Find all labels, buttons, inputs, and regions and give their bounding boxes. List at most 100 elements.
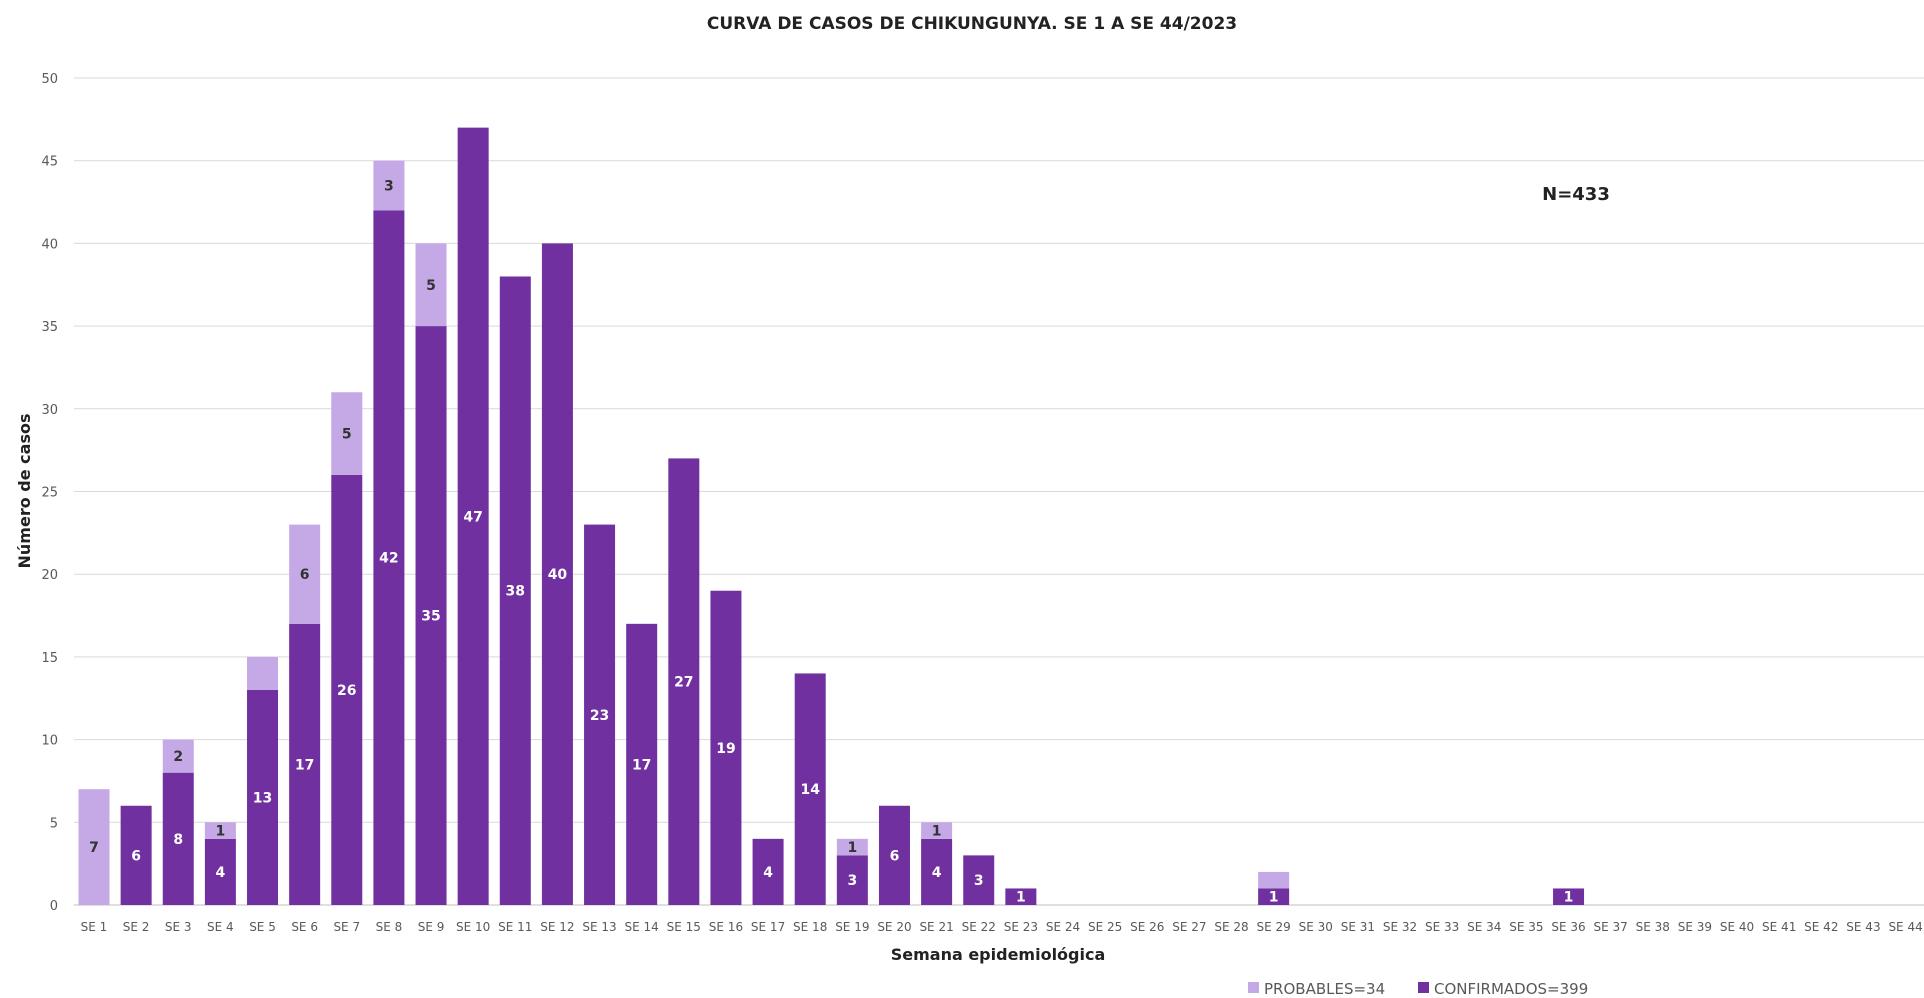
x-tick-label: SE 28	[1214, 920, 1248, 934]
x-tick-label: SE 7	[333, 920, 360, 934]
x-tick-label: SE 38	[1636, 920, 1670, 934]
data-label-probables: 2	[173, 749, 183, 765]
data-label-confirmados: 4	[763, 865, 773, 881]
data-label-confirmados: 17	[632, 757, 651, 773]
bar-probables	[836, 838, 868, 856]
bar-confirmados	[204, 838, 236, 905]
data-label-confirmados: 13	[253, 790, 272, 806]
bar-confirmados	[289, 623, 321, 905]
x-tick-label: SE 23	[1004, 920, 1038, 934]
x-tick-label: SE 13	[582, 920, 616, 934]
x-tick-label: SE 43	[1846, 920, 1880, 934]
bar-confirmados	[836, 855, 868, 905]
x-tick-label: SE 24	[1046, 920, 1080, 934]
bar-confirmados	[373, 210, 405, 905]
x-tick-label: SE 30	[1299, 920, 1333, 934]
data-label-confirmados: 1	[1269, 890, 1279, 906]
bar-confirmados	[878, 805, 910, 905]
data-label-confirmados: 3	[974, 873, 984, 889]
data-label-confirmados: 26	[337, 683, 356, 699]
y-tick-label: 0	[50, 899, 58, 914]
x-tick-label: SE 41	[1762, 920, 1796, 934]
x-tick-label: SE 1	[81, 920, 108, 934]
data-label-probables: 1	[216, 824, 226, 840]
data-label-confirmados: 23	[590, 708, 609, 724]
y-tick-label: 5	[50, 816, 58, 831]
y-tick-label: 35	[41, 320, 58, 335]
y-tick-label: 40	[41, 237, 58, 252]
x-tick-label: SE 31	[1341, 920, 1375, 934]
x-tick-label: SE 40	[1720, 920, 1754, 934]
bar-probables	[1258, 871, 1290, 889]
bar-probables	[78, 789, 110, 905]
x-tick-labels: SE 1 SE 2 SE 3 SE 4 SE 5 SE 6 SE 7 SE 8 SE 9 SE 1…	[81, 920, 1923, 934]
bar-confirmados	[247, 689, 279, 905]
y-tick-labels: 0 5 10 15 20 25 30 35 40 45 50	[41, 72, 58, 914]
data-label-confirmados: 38	[506, 584, 525, 600]
bar-confirmados	[415, 326, 447, 906]
bar-probables	[204, 822, 236, 839]
bar-confirmados	[668, 458, 700, 905]
bar-confirmados	[794, 673, 826, 905]
bar-confirmados	[710, 590, 742, 905]
x-tick-label: SE 2	[123, 920, 150, 934]
x-tick-label: SE 8	[376, 920, 403, 934]
x-tick-label: SE 36	[1551, 920, 1585, 934]
y-axis-title: Número de casos	[15, 414, 34, 569]
chart-title: CURVA DE CASOS DE CHIKUNGUNYA. SE 1 A SE…	[707, 14, 1237, 34]
bar-confirmados	[1005, 888, 1037, 905]
x-tick-label: SE 44	[1888, 920, 1922, 934]
data-label-confirmados: 14	[800, 782, 820, 798]
data-label-confirmados: 19	[716, 741, 735, 757]
x-tick-label: SE 20	[877, 920, 911, 934]
x-tick-label: SE 6	[291, 920, 318, 934]
x-tick-label: SE 10	[456, 920, 490, 934]
legend: PROBABLES=34 CONFIRMADOS=399	[1248, 980, 1588, 998]
x-tick-label: SE 21	[919, 920, 953, 934]
y-tick-label: 10	[41, 734, 58, 749]
data-label-probables: 6	[300, 567, 310, 583]
x-tick-label: SE 32	[1383, 920, 1417, 934]
x-tick-label: SE 33	[1425, 920, 1459, 934]
data-label-confirmados: 3	[847, 873, 857, 889]
x-tick-label: SE 17	[751, 920, 785, 934]
bar-confirmados	[626, 623, 658, 905]
bar-confirmados	[963, 855, 995, 905]
y-tick-label: 30	[41, 403, 58, 418]
data-label-probables: 7	[89, 840, 99, 856]
x-tick-label: SE 15	[667, 920, 701, 934]
bar-confirmados	[1258, 888, 1290, 905]
x-tick-label: SE 34	[1467, 920, 1501, 934]
data-label-confirmados: 6	[131, 848, 141, 864]
legend-label-probables: PROBABLES=34	[1264, 980, 1385, 998]
x-tick-label: SE 25	[1088, 920, 1122, 934]
bar-confirmados	[584, 524, 616, 905]
x-tick-label: SE 22	[962, 920, 996, 934]
y-tick-label: 15	[41, 651, 58, 666]
bar-probables	[289, 524, 321, 624]
bar-confirmados	[752, 838, 784, 905]
bar-confirmados	[1553, 888, 1585, 905]
bar-confirmados	[457, 127, 489, 906]
bar-confirmados	[120, 805, 152, 905]
data-label-probables: 3	[384, 179, 394, 195]
legend-label-confirmados: CONFIRMADOS=399	[1434, 980, 1588, 998]
data-label-confirmados: 8	[173, 832, 183, 848]
x-tick-label: SE 4	[207, 920, 234, 934]
y-tick-label: 25	[41, 486, 58, 501]
bar-probables	[247, 656, 279, 690]
data-label-probables: 1	[932, 824, 942, 840]
data-label-probables: 5	[342, 427, 352, 443]
data-label-confirmados: 27	[674, 675, 693, 691]
data-label-confirmados: 42	[379, 551, 398, 567]
x-tick-label: SE 39	[1678, 920, 1712, 934]
data-label-confirmados: 40	[548, 567, 568, 583]
total-annotation: N=433	[1542, 184, 1610, 205]
y-tick-label: 50	[41, 72, 58, 87]
bars: 7682411317626542335547384023172719414316…	[78, 127, 1585, 906]
x-tick-label: SE 5	[249, 920, 276, 934]
data-label-confirmados: 4	[932, 865, 942, 881]
bar-probables	[921, 822, 953, 839]
x-tick-label: SE 29	[1256, 920, 1290, 934]
data-label-confirmados: 1	[1016, 890, 1026, 906]
